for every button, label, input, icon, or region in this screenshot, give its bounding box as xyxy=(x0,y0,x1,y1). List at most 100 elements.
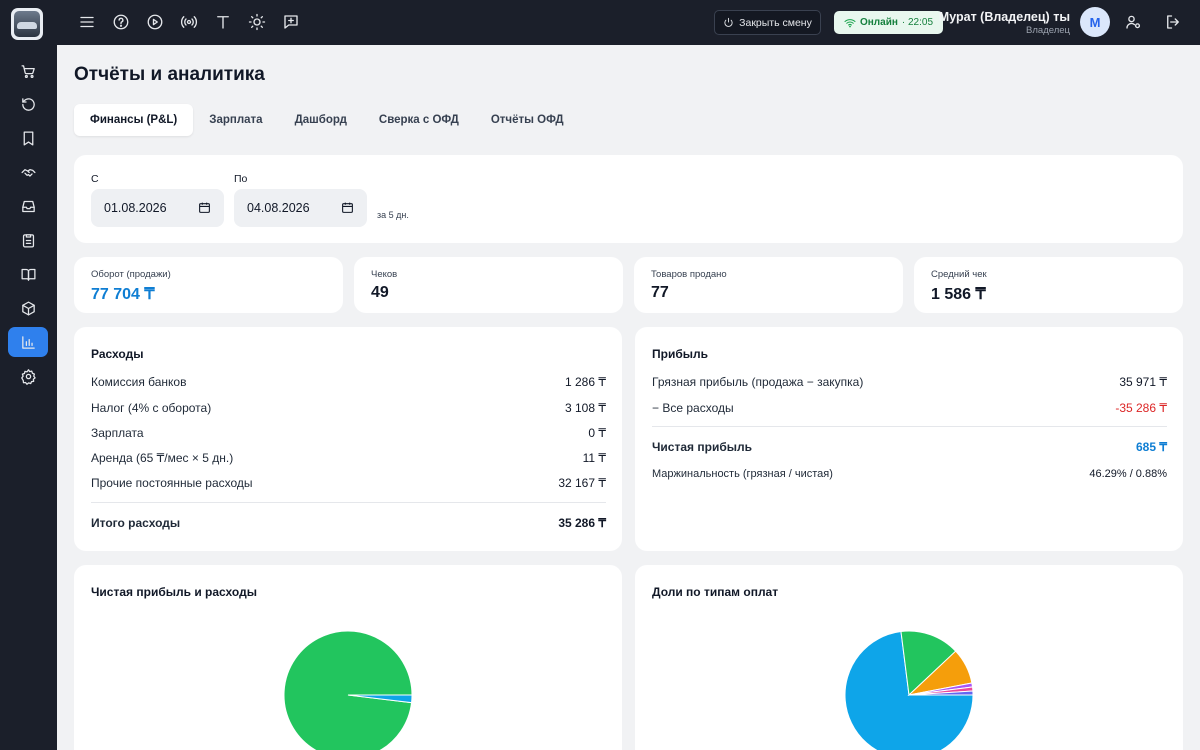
nav-tasks[interactable] xyxy=(8,225,48,255)
user-role: Владелец xyxy=(1026,25,1070,36)
stat-label: Чеков xyxy=(371,269,398,280)
gross-profit-value: 35 971 ₸ xyxy=(1119,375,1167,389)
calendar-icon xyxy=(199,202,210,213)
nav-reports[interactable] xyxy=(8,327,48,357)
online-status-badge: Онлайн · 22:05 xyxy=(834,11,943,34)
period-note: за 5 дн. xyxy=(377,210,409,220)
expense-label: Аренда (65 ₸/мес × 5 дн.) xyxy=(91,451,234,465)
stat-label: Средний чек xyxy=(931,269,987,280)
online-label: Онлайн xyxy=(859,17,898,28)
expense-value: 0 ₸ xyxy=(588,426,606,440)
sidebar xyxy=(0,0,57,750)
stat-value: 77 xyxy=(651,284,669,301)
pie-slice xyxy=(283,630,413,750)
power-icon xyxy=(724,17,733,27)
app-logo[interactable] xyxy=(11,8,43,40)
expense-label: Налог (4% с оборота) xyxy=(91,401,212,415)
tab-ofd-reconciliation[interactable]: Сверка с ОФД xyxy=(378,114,459,126)
broadcast-button[interactable] xyxy=(179,12,199,32)
switch-user-button[interactable] xyxy=(1123,12,1143,32)
expense-label: Прочие постоянные расходы xyxy=(91,476,253,490)
logo-image xyxy=(14,11,40,37)
nav-catalog[interactable] xyxy=(8,259,48,289)
to-date-input[interactable]: 04.08.2026 xyxy=(234,189,367,227)
pie-slice xyxy=(844,630,974,750)
stat-card-turnover: Оборот (продажи) 77 704 ₸ xyxy=(74,257,343,313)
stat-value: 49 xyxy=(371,284,389,301)
tab-salary[interactable]: Зарплата xyxy=(209,114,263,126)
expense-value: 3 108 ₸ xyxy=(565,401,606,415)
calendar-icon xyxy=(342,202,353,213)
play-circle-icon xyxy=(147,14,163,30)
from-date-value: 01.08.2026 xyxy=(104,201,167,215)
avatar[interactable]: М xyxy=(1080,7,1110,37)
expense-label: Комиссия банков xyxy=(91,375,187,389)
menu-button[interactable] xyxy=(77,12,97,32)
payment-types-chart-card: Доли по типам оплат xyxy=(635,565,1183,750)
nav-cart[interactable] xyxy=(8,56,48,86)
message-plus-icon xyxy=(284,15,298,29)
from-date-input[interactable]: 01.08.2026 xyxy=(91,189,224,227)
stat-card-average-check: Средний чек 1 586 ₸ xyxy=(914,257,1183,313)
expenses-card: Расходы Комиссия банков 1 286 ₸ Налог (4… xyxy=(74,327,622,551)
tab-ofd-reports[interactable]: Отчёты ОФД xyxy=(490,114,564,126)
logout-button[interactable] xyxy=(1163,12,1183,32)
chart-title: Доли по типам оплат xyxy=(652,585,779,599)
topbar: Закрыть смену Онлайн · 22:05 Мурат (Влад… xyxy=(57,0,1200,45)
stat-card-items-sold: Товаров продано 77 xyxy=(634,257,903,313)
nav-settings[interactable] xyxy=(8,361,48,391)
nav-inbox[interactable] xyxy=(8,191,48,221)
text-icon xyxy=(217,16,229,29)
profit-title: Прибыль xyxy=(652,347,708,361)
gross-profit-label: Грязная прибыль (продажа − закупка) xyxy=(652,375,864,389)
net-profit-label: Чистая прибыль xyxy=(652,440,752,454)
help-button[interactable] xyxy=(111,12,131,32)
chart-title: Чистая прибыль и расходы xyxy=(91,585,257,599)
pie-slice xyxy=(900,630,957,697)
margin-value: 46.29% / 0.88% xyxy=(1089,468,1167,480)
close-shift-button[interactable]: Закрыть смену xyxy=(714,10,821,35)
text-size-button[interactable] xyxy=(213,12,233,32)
expenses-total-label: Итого расходы xyxy=(91,516,181,530)
sun-icon xyxy=(248,13,266,31)
margin-label: Маржинальность (грязная / чистая) xyxy=(652,468,833,480)
user-switch-icon xyxy=(1126,15,1141,29)
nav-returns[interactable] xyxy=(8,89,48,119)
to-date-value: 04.08.2026 xyxy=(247,201,310,215)
expenses-title: Расходы xyxy=(91,347,144,361)
pie-slice xyxy=(347,694,413,704)
nav-products[interactable] xyxy=(8,293,48,323)
bar-chart-icon xyxy=(21,335,35,349)
cart-icon xyxy=(20,64,35,78)
play-button[interactable] xyxy=(145,12,165,32)
from-label: С xyxy=(91,173,99,185)
help-icon xyxy=(113,14,129,30)
stat-label: Оборот (продажи) xyxy=(91,269,171,280)
nav-suppliers[interactable] xyxy=(8,157,48,187)
report-tabs: Финансы (P&L) Зарплата Дашборд Сверка с … xyxy=(74,102,580,138)
inbox-icon xyxy=(21,200,35,212)
wifi-icon xyxy=(844,18,856,27)
clipboard-icon xyxy=(22,233,34,248)
stat-label: Товаров продано xyxy=(651,269,727,280)
to-label: По xyxy=(234,173,248,185)
gear-icon xyxy=(20,368,36,385)
date-filter-card: С 01.08.2026 По 04.08.2026 за 5 дн. xyxy=(74,155,1183,243)
nav-bookmarks[interactable] xyxy=(8,123,48,153)
feedback-button[interactable] xyxy=(281,12,301,32)
stat-value: 1 586 ₸ xyxy=(931,286,986,303)
theme-button[interactable] xyxy=(247,12,267,32)
bookmark-icon xyxy=(23,130,33,146)
broadcast-icon xyxy=(180,16,198,28)
expense-value: 32 167 ₸ xyxy=(558,476,606,490)
net-profit-chart-card: Чистая прибыль и расходы xyxy=(74,565,622,750)
online-time: · 22:05 xyxy=(901,17,934,28)
tab-dashboard[interactable]: Дашборд xyxy=(294,114,347,126)
handshake-icon xyxy=(20,168,36,177)
stat-value: 77 704 ₸ xyxy=(91,286,155,303)
pie-slice xyxy=(908,690,974,696)
expense-label: Зарплата xyxy=(91,426,144,440)
net-profit-pie-chart xyxy=(283,630,413,750)
menu-icon xyxy=(80,16,94,28)
tab-finance[interactable]: Финансы (P&L) xyxy=(74,104,194,136)
